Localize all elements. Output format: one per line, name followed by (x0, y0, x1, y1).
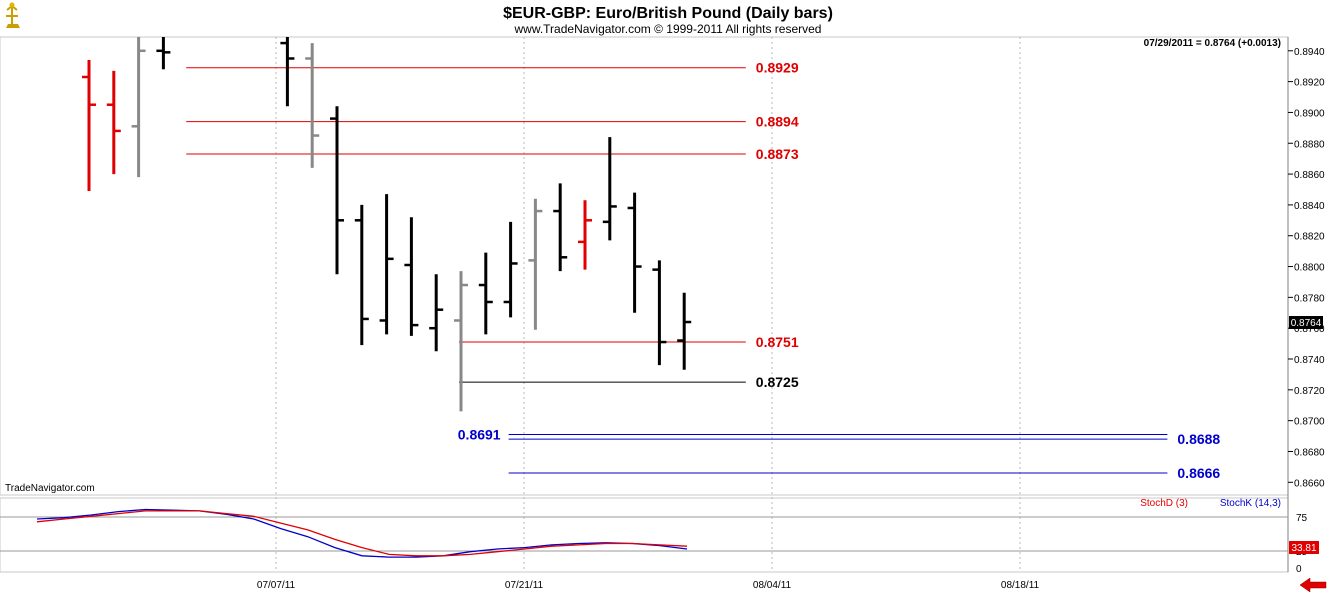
date-axis-ticks: 07/07/11 07/21/11 08/04/11 08/18/11 (257, 580, 1040, 591)
current-price-label: 0.8764 (1291, 318, 1322, 329)
ohlc-bar (106, 70, 121, 175)
stoch-tick-label: 75 (1296, 513, 1308, 524)
date-tick-label: 08/18/11 (1001, 580, 1040, 591)
level-label: 0.8725 (756, 374, 799, 390)
level-label: 0.8873 (756, 146, 799, 162)
last-bar-readout: 07/29/2011 = 0.8764 (+0.0013) (1144, 38, 1281, 49)
stochD-legend: StochD (3) (1140, 498, 1188, 509)
price-tick-label: 0.8680 (1294, 447, 1325, 458)
price-tick-label: 0.8700 (1294, 417, 1325, 428)
chart-subtitle: www.TradeNavigator.com © 1999-2011 All r… (514, 22, 822, 36)
level-label: 0.8666 (1177, 465, 1220, 481)
ohlc-bar (528, 198, 543, 330)
ohlc-bar (652, 260, 667, 366)
ohlc-bar (131, 37, 146, 178)
stochastic-pane (0, 497, 1289, 573)
price-tick-label: 0.8920 (1294, 78, 1325, 89)
stoch-value-label: 33.81 (1291, 543, 1316, 554)
stochK-line (36, 508, 688, 558)
stochD-line (36, 510, 688, 557)
level-label: 0.8894 (756, 114, 799, 130)
price-tick-label: 0.8780 (1294, 293, 1325, 304)
ohlc-bar (478, 252, 493, 335)
price-pane (0, 36, 1289, 496)
ohlc-bars (82, 37, 692, 412)
ohlc-bar (602, 137, 617, 241)
ohlc-bar (627, 192, 642, 313)
ohlc-bar (553, 183, 568, 272)
ohlc-bar (429, 274, 444, 352)
ohlc-bar (404, 217, 419, 336)
ohlc-bar (280, 37, 295, 107)
date-tick-label: 07/21/11 (505, 580, 544, 591)
current-price-badge (1289, 316, 1323, 329)
ohlc-bar (379, 194, 394, 335)
ohlc-bar (156, 37, 171, 70)
ohlc-bar (454, 271, 468, 412)
ohlc-bar (82, 60, 96, 192)
price-tick-label: 0.8880 (1294, 139, 1325, 150)
ohlc-bar (354, 204, 369, 346)
support-resistance-levels: 0.8929 0.8894 0.8873 0.8751 0.8725 0.8691 0.86… (186, 60, 1220, 481)
ohlc-bar (305, 43, 320, 168)
price-tick-label: 0.8840 (1294, 201, 1325, 212)
ohlc-bar (677, 292, 692, 370)
level-label: 0.8691 (458, 427, 501, 443)
price-tick-label: 0.8740 (1294, 355, 1325, 366)
price-axis-ticks: 0.8940 0.8920 0.8900 0.8880 0.8860 0.8840 0.88… (1288, 47, 1325, 489)
price-tick-label: 0.8820 (1294, 232, 1325, 243)
level-label: 0.8688 (1177, 431, 1220, 447)
price-tick-label: 0.8860 (1294, 170, 1325, 181)
price-tick-label: 0.8660 (1294, 478, 1325, 489)
ohlc-bar (330, 106, 344, 275)
stoch-value-badge (1289, 541, 1319, 554)
ohlc-bar (578, 200, 592, 270)
vertical-gridlines (275, 37, 1021, 572)
date-tick-label: 07/07/11 (257, 580, 296, 591)
price-tick-label: 0.8720 (1294, 386, 1325, 397)
level-label: 0.8929 (756, 60, 799, 76)
stochK-legend: StochK (14,3) (1220, 498, 1281, 509)
tradenavigator-logo-icon[interactable] (6, 2, 20, 29)
stoch-tick-label: 0 (1296, 564, 1302, 575)
date-tick-label: 08/04/11 (753, 580, 792, 591)
watermark: TradeNavigator.com (5, 483, 95, 494)
price-tick-label: 0.8900 (1294, 108, 1325, 119)
price-tick-label: 0.8800 (1294, 263, 1325, 274)
ohlc-bar (503, 221, 518, 318)
price-tick-label: 0.8760 (1294, 324, 1325, 335)
price-tick-label: 0.8940 (1294, 47, 1325, 58)
scroll-left-arrow-icon[interactable] (1299, 577, 1327, 593)
chart-title: $EUR-GBP: Euro/British Pound (Daily bars… (503, 5, 833, 22)
level-label: 0.8751 (756, 334, 799, 350)
